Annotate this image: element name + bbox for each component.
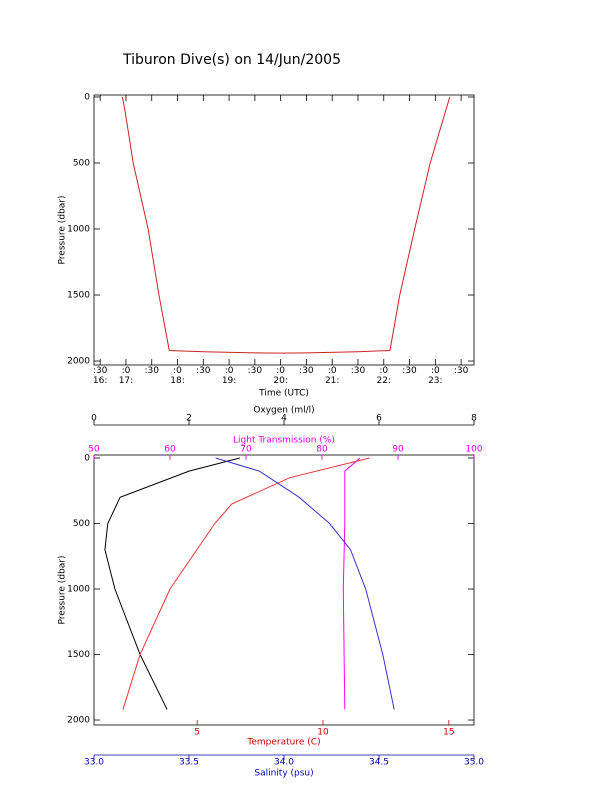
y-tick-label: 1500 <box>67 291 90 301</box>
x-tick-label: 0 <box>91 414 97 424</box>
x-tick-label: :0 19: <box>221 366 237 386</box>
x-tick-label: 34.5 <box>369 758 389 768</box>
y-tick-label: 1500 <box>67 650 90 660</box>
x-tick-label: :0 23: <box>428 366 443 386</box>
profile-line <box>215 457 395 710</box>
x-tick-label: :30 <box>402 366 417 376</box>
x-tick-label: 60 <box>164 445 176 455</box>
y-tick-label: 0 <box>84 454 90 464</box>
x-tick-label: :30 <box>247 366 263 376</box>
x-tick-label: 100 <box>465 445 482 455</box>
x-axis-label: Salinity (psu) <box>254 769 313 779</box>
x-tick-label: :0 17: <box>118 366 134 386</box>
x-tick-label: 10 <box>317 728 329 738</box>
x-tick-label: 2 <box>186 414 192 424</box>
x-tick-label: :0 22: <box>376 366 391 386</box>
y-tick-label: 500 <box>73 519 90 529</box>
x-tick-label: 4 <box>281 414 287 424</box>
y-tick-label: 500 <box>73 158 90 168</box>
chart-title: Tiburon Dive(s) on 14/Jun/2005 <box>122 52 341 68</box>
x-tick-label: :30 <box>196 366 211 376</box>
y-tick-label: 2000 <box>67 716 90 726</box>
y-tick-label: 1000 <box>67 225 90 235</box>
profile-line <box>122 457 370 710</box>
x-axis-label: Light Transmission (%) <box>233 436 335 446</box>
x-axis-label: Time (UTC) <box>258 389 309 399</box>
x-tick-label: :30 <box>299 366 314 376</box>
x-tick-label: :0 18: <box>170 366 185 386</box>
y-tick-label: 2000 <box>67 357 90 367</box>
x-tick-label: 50 <box>88 445 100 455</box>
x-tick-label: 90 <box>392 445 404 455</box>
plot-frame <box>93 454 475 726</box>
x-tick-label: 35.0 <box>464 758 484 768</box>
plot-frame <box>93 94 475 366</box>
pressure-line <box>121 96 451 354</box>
x-axis-label: Temperature (C) <box>246 738 320 748</box>
x-tick-label: 5 <box>194 728 200 738</box>
x-axis-label: Oxygen (ml/l) <box>253 406 314 416</box>
y-tick-label: 1000 <box>67 585 90 595</box>
x-tick-label: :0 20: <box>273 366 288 386</box>
x-tick-label: 33.5 <box>179 758 199 768</box>
profile-line <box>342 457 361 710</box>
x-tick-label: 34.0 <box>274 758 294 768</box>
x-tick-label: :0 21: <box>324 366 340 386</box>
x-tick-label: 15 <box>443 728 454 738</box>
x-tick-label: :30 <box>144 366 159 376</box>
x-tick-label: 6 <box>376 414 382 424</box>
y-axis-label: Pressure (dbar) <box>58 556 68 625</box>
x-tick-label: :30 <box>453 366 469 376</box>
x-tick-label: 33.0 <box>84 758 104 768</box>
y-tick-label: 0 <box>84 92 90 102</box>
x-tick-label: 8 <box>471 414 477 424</box>
x-tick-label: 70 <box>240 445 252 455</box>
x-tick-label: :30 16: <box>92 366 108 386</box>
profile-line <box>104 457 240 710</box>
x-tick-label: 80 <box>316 445 328 455</box>
y-axis-label: Pressure (dbar) <box>58 196 68 265</box>
x-tick-label: :30 <box>350 366 366 376</box>
